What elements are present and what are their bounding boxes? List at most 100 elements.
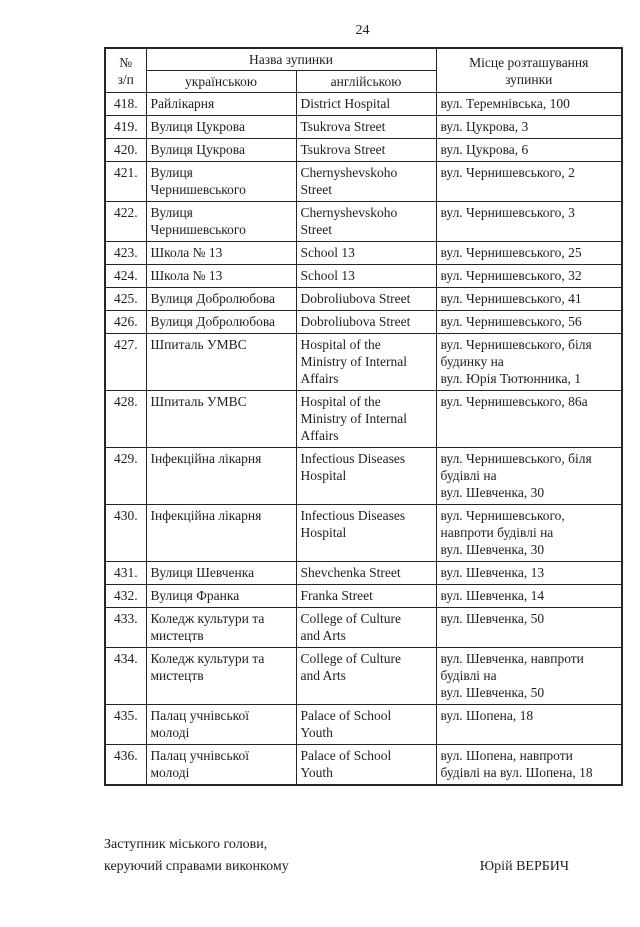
table-row: 424. Школа № 13 School 13 вул. Чернишевс… bbox=[104, 264, 623, 288]
name-en-cell: Hospital of the Ministry of Internal Aff… bbox=[295, 333, 437, 391]
row-number-cell: 421. bbox=[104, 161, 147, 202]
table-row: 420. Вулиця Цукрова Tsukrova Street вул.… bbox=[104, 138, 623, 162]
row-number-cell: 425. bbox=[104, 287, 147, 311]
signature-title-line2: керуючий справами виконкому bbox=[104, 859, 289, 874]
table-row: 432. Вулиця Франка Franka Street вул. Ше… bbox=[104, 584, 623, 608]
location-cell: вул. Чернишевського, 56 bbox=[435, 310, 623, 334]
table-row: 433. Коледж культури та мистецтв College… bbox=[104, 607, 623, 648]
name-en-cell: Infectious Diseases Hospital bbox=[295, 504, 437, 562]
row-number-cell: 422. bbox=[104, 201, 147, 242]
name-uk-cell: Вулиця Чернишевського bbox=[145, 201, 297, 242]
name-uk-cell: Шпиталь УМВС bbox=[145, 390, 297, 448]
header-location: Місце розташування зупинки bbox=[435, 47, 623, 93]
signature-title: Заступник міського голови, керуючий спра… bbox=[104, 834, 289, 878]
header-col-number: № з/п bbox=[104, 47, 147, 93]
location-cell: вул. Цукрова, 3 bbox=[435, 115, 623, 139]
name-uk-cell: Вулиця Чернишевського bbox=[145, 161, 297, 202]
name-en-cell: College of Culture and Arts bbox=[295, 607, 437, 648]
location-cell: вул. Шопена, 18 bbox=[435, 704, 623, 745]
row-number-cell: 423. bbox=[104, 241, 147, 265]
name-en-cell: Franka Street bbox=[295, 584, 437, 608]
header-name-uk: українською bbox=[145, 70, 297, 93]
name-uk-cell: Школа № 13 bbox=[145, 264, 297, 288]
location-cell: вул. Чернишевського, 3 bbox=[435, 201, 623, 242]
location-cell: вул. Чернишевського, 32 bbox=[435, 264, 623, 288]
name-uk-cell: Вулиця Добролюбова bbox=[145, 310, 297, 334]
table-row: 429. Інфекційна лікарня Infectious Disea… bbox=[104, 447, 623, 505]
location-cell: вул. Шопена, навпроти будівлі на вул. Шо… bbox=[435, 744, 623, 786]
name-en-cell: Dobroliubova Street bbox=[295, 310, 437, 334]
signature-name: Юрій ВЕРБИЧ bbox=[479, 859, 569, 874]
row-number-cell: 424. bbox=[104, 264, 147, 288]
table-row: 431. Вулиця Шевченка Shevchenka Street в… bbox=[104, 561, 623, 585]
name-en-cell: School 13 bbox=[295, 241, 437, 265]
location-cell: вул. Шевченка, 50 bbox=[435, 607, 623, 648]
name-en-cell: Shevchenka Street bbox=[295, 561, 437, 585]
row-number-cell: 431. bbox=[104, 561, 147, 585]
name-uk-cell: Вулиця Цукрова bbox=[145, 138, 297, 162]
name-uk-cell: Коледж культури та мистецтв bbox=[145, 607, 297, 648]
name-uk-cell: Коледж культури та мистецтв bbox=[145, 647, 297, 705]
name-en-cell: Palace of School Youth bbox=[295, 744, 437, 786]
row-number-cell: 436. bbox=[104, 744, 147, 786]
row-number-cell: 427. bbox=[104, 333, 147, 391]
location-cell: вул. Чернишевського, біля будинку на вул… bbox=[435, 333, 623, 391]
location-cell: вул. Чернишевського, навпроти будівлі на… bbox=[435, 504, 623, 562]
name-uk-cell: Інфекційна лікарня bbox=[145, 504, 297, 562]
name-en-cell: Chernyshevskoho Street bbox=[295, 201, 437, 242]
page-number: 24 bbox=[355, 23, 370, 38]
location-cell: вул. Теремнівська, 100 bbox=[435, 92, 623, 116]
location-cell: вул. Чернишевського, 41 bbox=[435, 287, 623, 311]
table-row: 430. Інфекційна лікарня Infectious Disea… bbox=[104, 504, 623, 562]
name-en-cell: Palace of School Youth bbox=[295, 704, 437, 745]
name-uk-cell: Палац учнівської молоді bbox=[145, 704, 297, 745]
name-en-cell: Dobroliubova Street bbox=[295, 287, 437, 311]
table-row: 434. Коледж культури та мистецтв College… bbox=[104, 647, 623, 705]
location-cell: вул. Шевченка, 13 bbox=[435, 561, 623, 585]
signature-block: Заступник міського голови, керуючий спра… bbox=[104, 834, 621, 878]
header-name-en: англійською bbox=[295, 70, 437, 93]
location-cell: вул. Чернишевського, 2 bbox=[435, 161, 623, 202]
row-number-cell: 419. bbox=[104, 115, 147, 139]
table-row: 423. Школа № 13 School 13 вул. Чернишевс… bbox=[104, 241, 623, 265]
name-en-cell: Chernyshevskoho Street bbox=[295, 161, 437, 202]
name-en-cell: Infectious Diseases Hospital bbox=[295, 447, 437, 505]
row-number-cell: 435. bbox=[104, 704, 147, 745]
name-uk-cell: Інфекційна лікарня bbox=[145, 447, 297, 505]
row-number-cell: 418. bbox=[104, 92, 147, 116]
name-uk-cell: Вулиця Франка bbox=[145, 584, 297, 608]
table-row: 435. Палац учнівської молоді Palace of S… bbox=[104, 704, 623, 745]
name-uk-cell: Райлікарня bbox=[145, 92, 297, 116]
row-number-cell: 429. bbox=[104, 447, 147, 505]
signature-title-line1: Заступник міського голови, bbox=[104, 837, 268, 852]
table-row: 428. Шпиталь УМВС Hospital of the Minist… bbox=[104, 390, 623, 448]
table-row: 419. Вулиця Цукрова Tsukrova Street вул.… bbox=[104, 115, 623, 139]
row-number-cell: 426. bbox=[104, 310, 147, 334]
name-en-cell: School 13 bbox=[295, 264, 437, 288]
name-en-cell: District Hospital bbox=[295, 92, 437, 116]
name-uk-cell: Вулиця Шевченка bbox=[145, 561, 297, 585]
name-uk-cell: Палац учнівської молоді bbox=[145, 744, 297, 786]
row-number-cell: 434. bbox=[104, 647, 147, 705]
header-name-group: Назва зупинки bbox=[145, 47, 437, 71]
row-number-cell: 433. bbox=[104, 607, 147, 648]
row-number-cell: 428. bbox=[104, 390, 147, 448]
location-cell: вул. Чернишевського, 25 bbox=[435, 241, 623, 265]
name-en-cell: Hospital of the Ministry of Internal Aff… bbox=[295, 390, 437, 448]
table-row: 425. Вулиця Добролюбова Dobroliubova Str… bbox=[104, 287, 623, 311]
row-number-cell: 432. bbox=[104, 584, 147, 608]
name-uk-cell: Вулиця Добролюбова bbox=[145, 287, 297, 311]
name-uk-cell: Школа № 13 bbox=[145, 241, 297, 265]
table-row: 426. Вулиця Добролюбова Dobroliubova Str… bbox=[104, 310, 623, 334]
table-row: 418. Райлікарня District Hospital вул. Т… bbox=[104, 92, 623, 116]
name-en-cell: Tsukrova Street bbox=[295, 115, 437, 139]
table-body: 418. Райлікарня District Hospital вул. Т… bbox=[104, 92, 623, 786]
table-row: 436. Палац учнівської молоді Palace of S… bbox=[104, 744, 623, 786]
table-row: 422. Вулиця Чернишевського Chernyshevsko… bbox=[104, 201, 623, 242]
stops-table-header: № з/п Назва зупинки Місце розташування з… bbox=[104, 47, 623, 93]
location-cell: вул. Чернишевського, біля будівлі на вул… bbox=[435, 447, 623, 505]
table-row: 427. Шпиталь УМВС Hospital of the Minist… bbox=[104, 333, 623, 391]
stops-table: № з/п Назва зупинки Місце розташування з… bbox=[104, 47, 623, 786]
row-number-cell: 420. bbox=[104, 138, 147, 162]
name-uk-cell: Шпиталь УМВС bbox=[145, 333, 297, 391]
